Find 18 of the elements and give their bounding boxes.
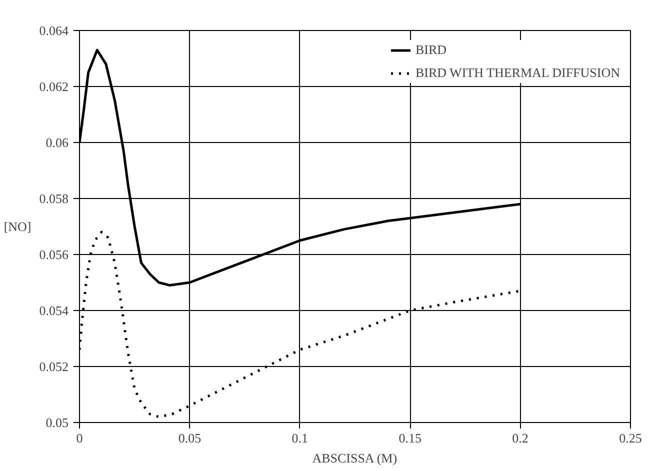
y-tick-label: 0.05	[46, 415, 68, 430]
x-tick-label: 0.25	[619, 430, 642, 446]
x-tick-label: 0.1	[292, 430, 308, 446]
y-tick-label: 0.058	[39, 191, 68, 206]
y-tick-label: 0.054	[39, 303, 69, 318]
y-tick-label: 0.06	[46, 135, 69, 150]
x-tick-label: 0.2	[512, 430, 528, 446]
x-axis-title: ABSCISSA (M)	[312, 450, 398, 466]
x-tick-label: 0.15	[398, 430, 422, 446]
y-axis-title: [NO]	[4, 219, 32, 234]
legend-label: BIRD WITH THERMAL DIFFUSION	[415, 65, 620, 81]
y-tick-label: 0.064	[39, 23, 69, 38]
y-tick-label: 0.052	[39, 359, 68, 374]
y-tick-label: 0.062	[39, 79, 68, 94]
y-tick-label: 0.056	[39, 247, 69, 262]
x-tick-label: 0.05	[178, 430, 202, 446]
legend-label: BIRD	[415, 42, 447, 58]
x-tick-label: 0	[76, 430, 83, 446]
